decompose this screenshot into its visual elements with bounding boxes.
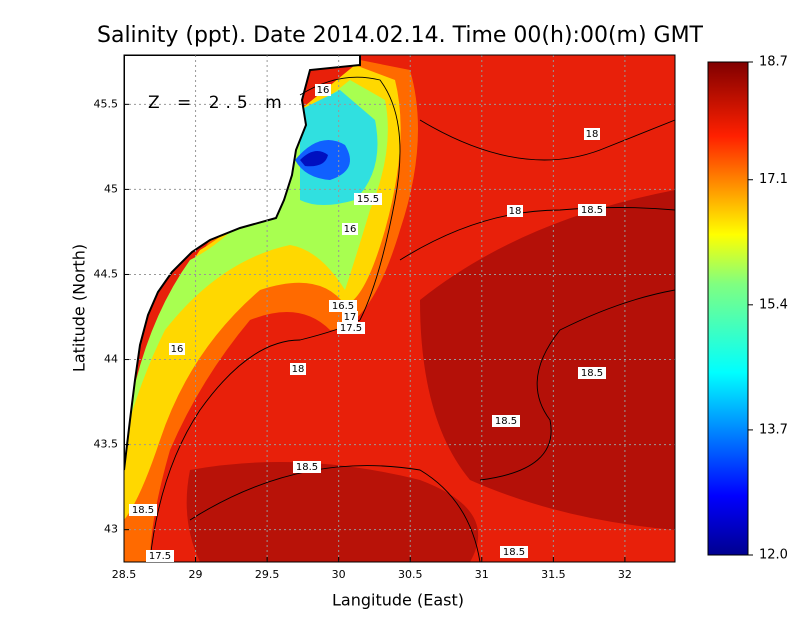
contour-label: 17.5	[149, 551, 171, 562]
x-tick-label: 29.5	[255, 568, 280, 581]
contour-label-box	[293, 461, 321, 473]
contour-label-box	[354, 193, 382, 205]
contour-label-box	[337, 322, 365, 334]
contour-label: 18	[292, 364, 305, 375]
contour-label-box	[500, 546, 528, 558]
y-tick-label: 45.5	[94, 97, 119, 110]
contour-label-box	[578, 367, 606, 379]
y-tick-label: 44.5	[94, 267, 119, 280]
x-tick-label: 30.5	[398, 568, 423, 581]
contour-label: 17	[344, 312, 357, 323]
contour-label-box	[169, 343, 185, 355]
colorbar-tick-label: 12.0	[759, 548, 788, 563]
y-tick-label: 43	[104, 523, 118, 536]
contour-label-box	[507, 205, 523, 217]
contour-label: 16.5	[332, 301, 354, 312]
contour-label: 17.5	[340, 323, 362, 334]
colorbar-tick-label: 15.4	[759, 297, 788, 312]
plot-frame	[123, 54, 676, 563]
salinity-field	[124, 55, 675, 562]
contour-label: 18	[509, 206, 522, 217]
contour-label: 18.5	[495, 416, 517, 427]
y-axis-label: Latitude (North)	[70, 244, 89, 372]
x-axis-label: Langitude (East)	[332, 591, 464, 610]
contour-label: 16	[171, 344, 184, 355]
colorbar-tick-label: 13.7	[759, 422, 788, 437]
contour-label-box	[329, 300, 357, 312]
contour-label-box	[578, 204, 606, 216]
x-tick-label: 29	[189, 568, 203, 581]
depth-annotation: Z = 2.5 m	[148, 93, 288, 113]
contour-label-box	[584, 128, 600, 140]
contour-label: 18.5	[132, 505, 154, 516]
y-tick-label: 45	[104, 182, 118, 195]
y-tick-label: 43.5	[94, 438, 119, 451]
x-tick-label: 32	[618, 568, 632, 581]
y-tick-label: 44	[104, 353, 118, 366]
colorbar-tick-label: 18.7	[759, 55, 788, 70]
contour-label-box	[290, 363, 306, 375]
contour-label: 16	[317, 85, 330, 96]
contour-label: 16	[344, 224, 357, 235]
contour-label-box	[342, 223, 358, 235]
x-tick-label: 30	[332, 568, 346, 581]
colorbar	[707, 61, 749, 556]
contour-label-box	[315, 84, 331, 96]
contour-label: 18	[586, 129, 599, 140]
title: Salinity (ppt). Date 2014.02.14. Time 00…	[97, 23, 704, 48]
contour-label: 18.5	[581, 205, 603, 216]
contour-label: 15.5	[357, 194, 379, 205]
x-tick-label: 31	[475, 568, 489, 581]
contour-label-box	[129, 504, 157, 516]
contour-label-box	[492, 415, 520, 427]
contour-label: 18.5	[581, 368, 603, 379]
contour-label-box	[146, 550, 174, 562]
x-tick-label: 31.5	[541, 568, 566, 581]
contour-label: 18.5	[296, 462, 318, 473]
colorbar-tick-label: 17.1	[759, 172, 788, 187]
contour-label: 18.5	[503, 547, 525, 558]
contour-label-box	[342, 311, 358, 323]
x-tick-label: 28.5	[112, 568, 137, 581]
